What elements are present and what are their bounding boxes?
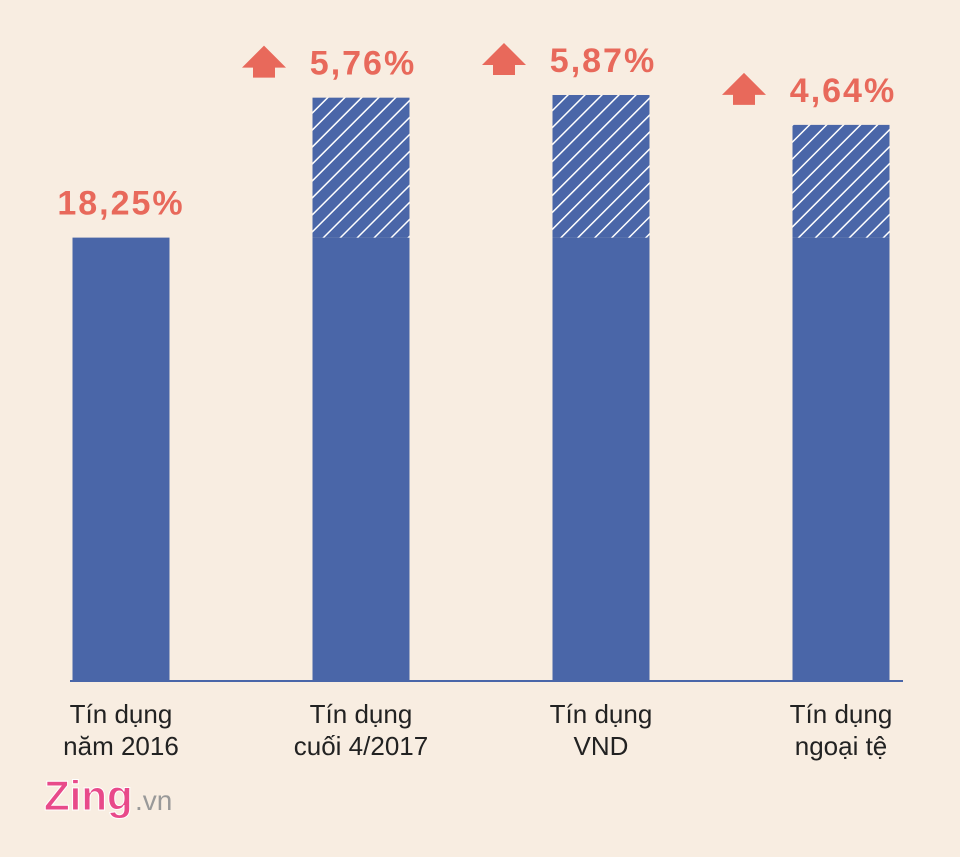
x-tick-label: VND xyxy=(574,731,629,761)
bar-segment xyxy=(792,124,890,238)
bar-segment xyxy=(792,237,890,681)
up-arrow xyxy=(482,43,526,75)
x-tick-label: ngoại tệ xyxy=(795,731,888,761)
logo-brand: Zing xyxy=(44,772,133,819)
value-label: 5,87% xyxy=(550,42,656,80)
bar-segment xyxy=(312,237,410,681)
value-label: 5,76% xyxy=(310,45,416,83)
x-tick-label: Tín dụng xyxy=(310,699,413,729)
x-tick-label: cuối 4/2017 xyxy=(294,731,428,761)
logo-suffix: .vn xyxy=(135,785,172,816)
bar-segment xyxy=(552,95,650,238)
bar-segment xyxy=(72,237,170,681)
bar-segment xyxy=(312,97,410,238)
value-label: 18,25% xyxy=(57,185,184,223)
bar-segment xyxy=(552,237,650,681)
up-arrow xyxy=(722,72,766,105)
value-label: 4,64% xyxy=(790,72,896,110)
x-tick-label: Tín dụng xyxy=(70,699,173,729)
x-tick-label: năm 2016 xyxy=(63,731,179,761)
x-tick-label: Tín dụng xyxy=(550,699,653,729)
up-arrow xyxy=(242,45,286,78)
x-tick-label: Tín dụng xyxy=(790,699,893,729)
